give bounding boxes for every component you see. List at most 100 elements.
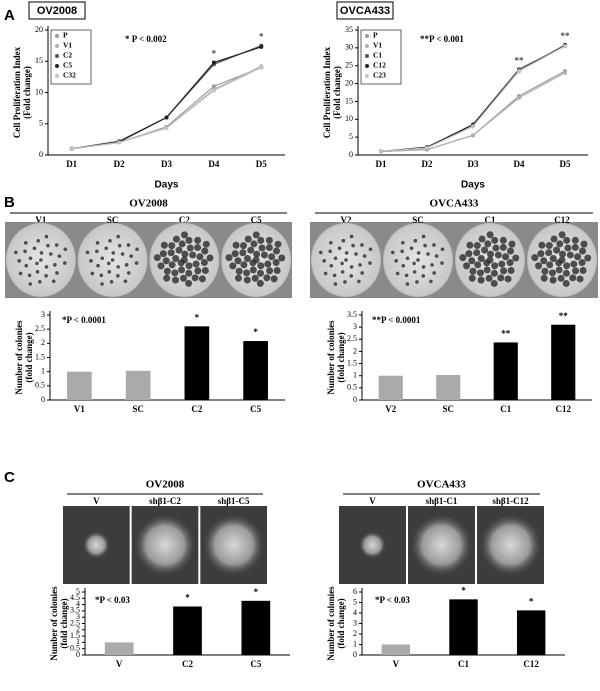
photo-spheroid xyxy=(478,513,543,577)
bar xyxy=(493,342,518,400)
photo-colony xyxy=(440,261,444,265)
y-tick-label: 0 xyxy=(76,650,80,659)
photo-colony xyxy=(198,275,206,283)
photo-colony xyxy=(96,263,100,268)
photo-colony xyxy=(413,238,418,243)
photo-colony xyxy=(252,231,260,239)
photo-colony xyxy=(44,265,49,269)
photo-colony xyxy=(545,249,553,257)
photo-colony xyxy=(249,266,257,274)
photo-colony xyxy=(499,236,507,244)
x-tick-label: C2 xyxy=(182,659,193,669)
photo-colony xyxy=(329,240,333,245)
photo-colony xyxy=(36,238,41,243)
photo-colony xyxy=(545,242,553,250)
annotation: *P < 0.03 xyxy=(375,595,410,605)
legend-marker xyxy=(55,54,59,58)
photo-colony xyxy=(322,259,327,263)
photo-colony xyxy=(559,250,567,258)
photo-colony xyxy=(354,252,358,256)
photo-colony xyxy=(247,246,255,254)
photo-colony xyxy=(468,257,476,265)
line xyxy=(71,46,262,150)
photo-colony xyxy=(39,258,43,262)
photo-colony xyxy=(126,271,131,275)
photo-colony xyxy=(232,241,240,249)
panel-label: C xyxy=(4,469,15,486)
photo-label: V2 xyxy=(341,215,352,225)
photo-colony xyxy=(189,251,197,259)
chart-title: OV2008 xyxy=(37,5,77,17)
photo-colony xyxy=(28,282,33,286)
photo-colony xyxy=(181,231,189,239)
y-tick-label: 10 xyxy=(345,114,353,123)
photo-colony xyxy=(549,276,557,284)
photo-colony xyxy=(243,276,251,284)
y-tick-label: 35 xyxy=(345,25,353,34)
photo-colony xyxy=(129,254,133,258)
photo-colony xyxy=(473,242,481,250)
photo-colony xyxy=(185,236,193,244)
photo-colony xyxy=(257,236,265,244)
photo-colony xyxy=(557,274,565,282)
x-tick-label: D4 xyxy=(514,159,525,169)
photo-colony xyxy=(240,261,248,269)
x-tick-label: D4 xyxy=(208,159,219,169)
photo-colony xyxy=(38,279,42,284)
photo-label: C1 xyxy=(485,215,496,225)
photo-colony xyxy=(110,258,115,262)
photo-colony xyxy=(576,275,584,283)
photo-colony xyxy=(360,271,364,275)
y-tick-label: 0.5 xyxy=(35,381,45,390)
photo-colony xyxy=(465,250,473,258)
x-tick-label: SC xyxy=(442,404,454,414)
photo-colony xyxy=(401,240,405,245)
photo-colony xyxy=(274,240,282,248)
photo-colony xyxy=(273,247,281,255)
photo-colony xyxy=(459,254,467,262)
y-tick-label: 0.5 xyxy=(347,383,357,392)
photo-colony xyxy=(260,251,268,259)
photo-colony xyxy=(512,254,520,262)
photo-colony xyxy=(181,250,189,258)
photo-colony xyxy=(23,241,28,245)
photo-colony xyxy=(540,274,548,282)
y-tick-label: 3 xyxy=(41,310,45,319)
photo-colony xyxy=(426,252,430,256)
photo-colony xyxy=(341,238,346,243)
photo-colony xyxy=(502,253,510,261)
photo-colony xyxy=(272,259,280,267)
y-tick-label: 0.5 xyxy=(70,644,80,653)
photo-colony xyxy=(476,269,484,277)
bar xyxy=(104,642,134,655)
photo-colony xyxy=(116,274,120,278)
photo-colony xyxy=(200,259,208,267)
point xyxy=(517,95,521,100)
photo-colony xyxy=(432,271,436,275)
point xyxy=(211,60,216,65)
point xyxy=(164,115,169,120)
x-tick-label: C2 xyxy=(191,404,202,414)
photo-colony xyxy=(368,247,373,252)
photo-colony xyxy=(351,243,355,248)
photo-colony xyxy=(172,276,180,284)
x-tick-label: V xyxy=(393,659,400,669)
point xyxy=(471,133,475,138)
photo-colony xyxy=(578,247,586,255)
photo-colony xyxy=(429,279,433,284)
photo-colony xyxy=(250,240,258,248)
photo-colony xyxy=(349,234,354,239)
photo-colony xyxy=(463,262,471,270)
photo-colony xyxy=(555,266,563,274)
x-tick-label: C5 xyxy=(250,659,261,669)
photo-colony xyxy=(563,236,571,244)
y-tick-label: 0 xyxy=(41,395,45,404)
photo-colony xyxy=(23,249,27,254)
y-tick-label: 4 xyxy=(76,599,80,608)
photo-colony xyxy=(421,234,426,239)
y-tick-label: 2.5 xyxy=(347,334,357,343)
photo-colony xyxy=(541,267,549,275)
point xyxy=(259,44,264,49)
photo-colony xyxy=(483,266,491,274)
y-axis-label: Number of colonies xyxy=(14,320,24,395)
